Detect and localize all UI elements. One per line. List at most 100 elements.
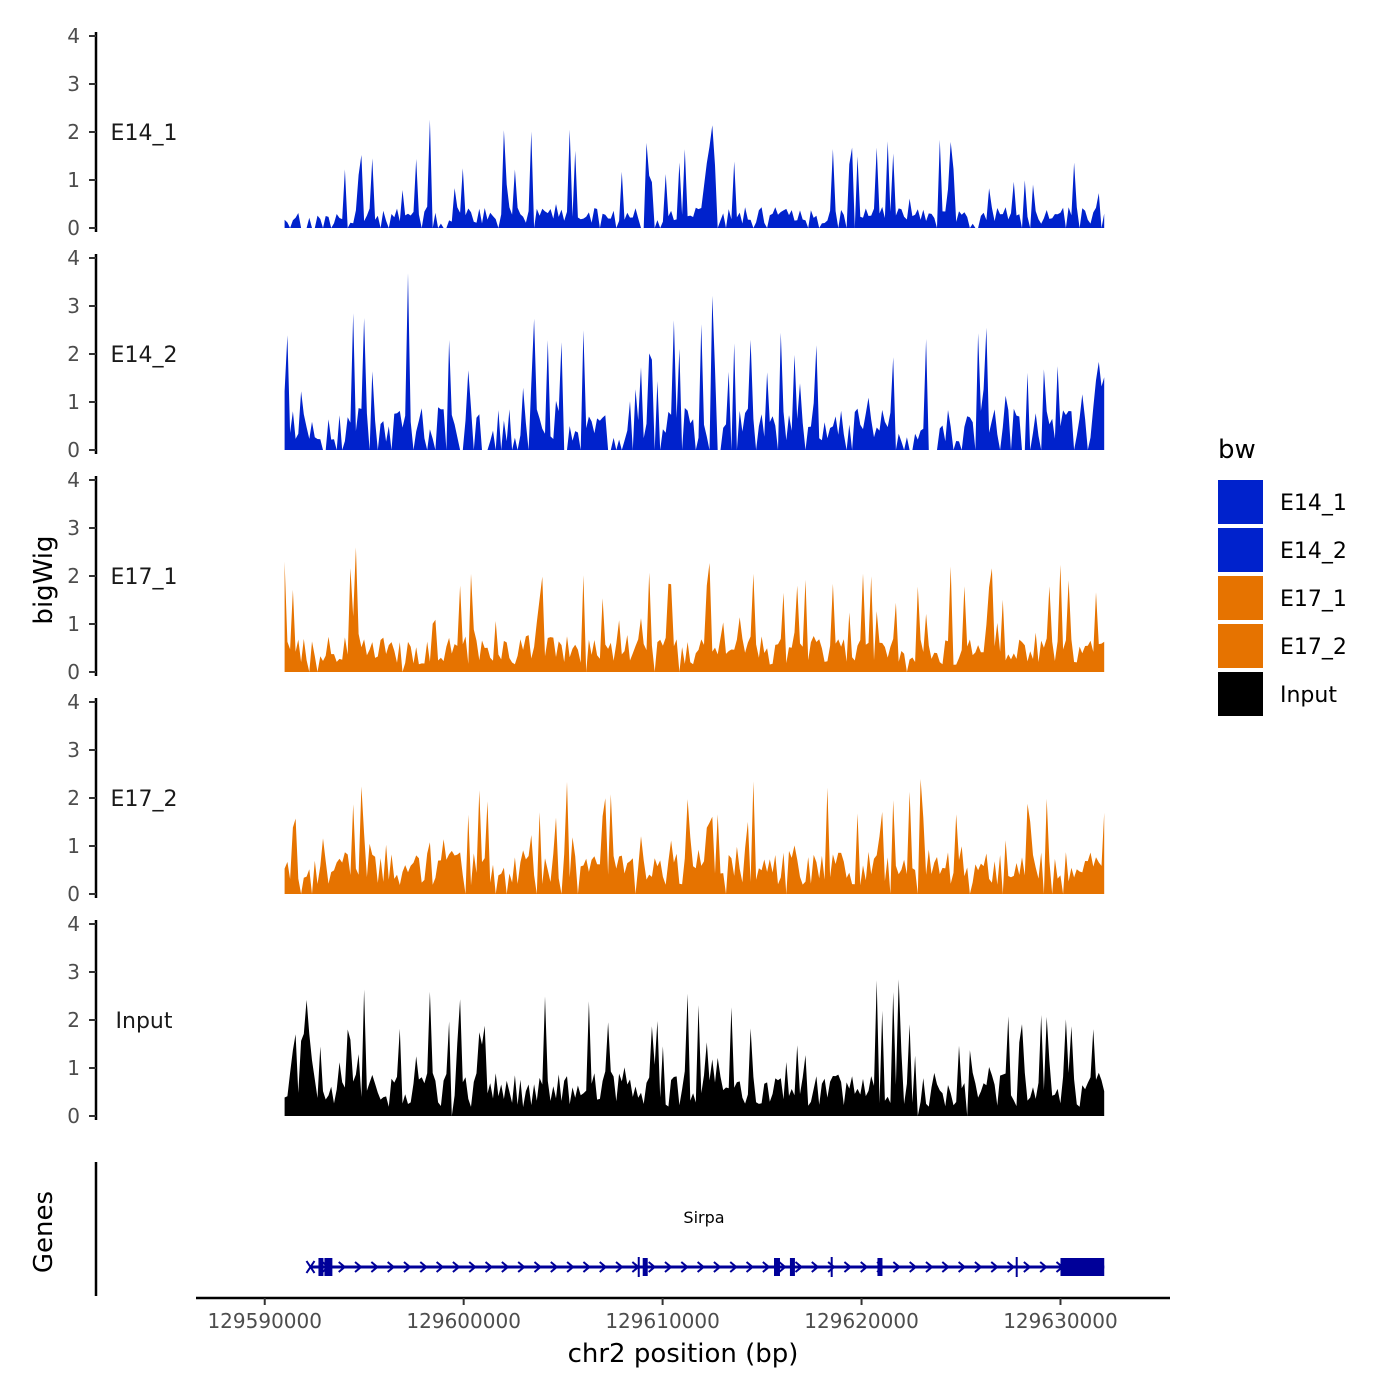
legend-swatch-E17_1 [1218, 576, 1263, 620]
strand-arrow [615, 1261, 624, 1273]
track-E14_2: 0 1 2 3 4 E14_2 [67, 246, 1105, 462]
gene-exon [774, 1258, 780, 1276]
coverage-area-E14_2 [284, 273, 1105, 450]
track-E14_1: 0 1 2 3 4 E14_1 [67, 24, 1105, 240]
strand-arrow [860, 1261, 869, 1273]
strand-arrow [648, 1261, 657, 1273]
y-tick-label: 2 [67, 786, 80, 810]
y-tick-label: 1 [67, 390, 80, 414]
strand-arrow [419, 1261, 428, 1273]
strand-arrow [435, 1261, 445, 1273]
legend-label-E17_2: E17_2 [1280, 635, 1347, 660]
strand-arrow [909, 1261, 918, 1273]
genes-track: Genes Sirpa [29, 1162, 1105, 1296]
strand-arrow [452, 1261, 461, 1273]
strand-arrow [957, 1261, 967, 1273]
track-E17_1: 0 1 2 3 4 E17_1 [67, 468, 1105, 684]
y-tick-label: 1 [67, 1056, 80, 1080]
strand-arrow [778, 1261, 787, 1273]
coverage-area-E17_1 [284, 547, 1105, 672]
strand-arrow [501, 1261, 510, 1273]
strand-arrow [892, 1261, 901, 1273]
track-label-E14_1: E14_1 [111, 121, 178, 146]
y-tick-label: 4 [67, 468, 80, 492]
y-tick-label: 1 [67, 612, 80, 636]
strand-arrow [484, 1261, 494, 1273]
coverage-area-E14_1 [284, 119, 1105, 228]
x-tick-label: 129590000 [207, 1309, 322, 1333]
strand-arrow [533, 1261, 543, 1273]
y-tick-label: 2 [67, 1008, 80, 1032]
y-tick-label: 4 [67, 24, 80, 48]
y-tick-label: 0 [67, 882, 80, 906]
gene-exon [789, 1258, 795, 1276]
x-tick-label: 129600000 [406, 1309, 521, 1333]
strand-arrow [827, 1261, 836, 1273]
y-tick-label: 0 [67, 438, 80, 462]
track-label-Input: Input [116, 1009, 173, 1034]
strand-arrow [550, 1261, 559, 1273]
track-label-E14_2: E14_2 [111, 343, 178, 368]
legend-label-E14_1: E14_1 [1280, 491, 1347, 516]
coverage-area-E17_2 [284, 779, 1105, 894]
track-label-E17_2: E17_2 [111, 787, 178, 812]
gene-exon [1060, 1258, 1105, 1276]
legend: bw E14_1 E14_2 E17_1 E17_2 Input [1218, 435, 1347, 716]
gene-exon [877, 1258, 883, 1276]
strand-arrow [729, 1261, 738, 1273]
y-tick-label: 3 [67, 72, 80, 96]
strand-arrow [974, 1261, 983, 1273]
strand-arrow [1039, 1261, 1048, 1273]
y-tick-label: 3 [67, 516, 80, 540]
gene-start-cross [305, 1260, 316, 1274]
legend-swatch-Input [1218, 672, 1263, 716]
gene-exon [318, 1258, 324, 1276]
y-tick-label: 3 [67, 738, 80, 762]
strand-arrow [990, 1261, 999, 1273]
track-label-E17_1: E17_1 [111, 565, 178, 590]
track-E17_2: 0 1 2 3 4 E17_2 [67, 690, 1105, 906]
track-Input: 0 1 2 3 4 Input [67, 912, 1105, 1128]
y-tick-label: 2 [67, 342, 80, 366]
y-tick-label: 0 [67, 216, 80, 240]
x-axis: 129590000 129600000 129610000 129620000 1296… [196, 1296, 1170, 1333]
genes-track-label: Genes [29, 1191, 59, 1273]
strand-arrow [599, 1261, 608, 1273]
strand-arrow [745, 1261, 755, 1273]
strand-arrow [387, 1261, 396, 1273]
legend-label-E17_1: E17_1 [1280, 587, 1347, 612]
y-tick-label: 3 [67, 294, 80, 318]
strand-arrow [941, 1261, 950, 1273]
strand-arrow [811, 1261, 820, 1273]
y-tick-label: 0 [67, 1104, 80, 1128]
legend-swatch-E14_1 [1218, 480, 1263, 524]
strand-arrow [925, 1261, 934, 1273]
y-tick-label: 0 [67, 660, 80, 684]
y-tick-label: 3 [67, 960, 80, 984]
x-tick-label: 129630000 [1003, 1309, 1118, 1333]
strand-arrow [762, 1261, 771, 1273]
strand-arrow [517, 1261, 526, 1273]
strand-arrow [843, 1261, 852, 1273]
y-tick-label: 2 [67, 120, 80, 144]
legend-title: bw [1218, 435, 1256, 465]
strand-arrow [713, 1261, 722, 1273]
y-tick-label: 4 [67, 246, 80, 270]
x-axis-title: chr2 position (bp) [568, 1339, 799, 1369]
y-tick-label: 2 [67, 564, 80, 588]
strand-arrow [338, 1261, 347, 1273]
legend-label-Input: Input [1280, 683, 1337, 708]
strand-arrow [664, 1261, 673, 1273]
gene-exon [324, 1258, 333, 1276]
strand-arrow [403, 1261, 412, 1273]
gene-exon [642, 1258, 648, 1276]
y-tick-label: 1 [67, 834, 80, 858]
strand-arrow [1023, 1261, 1032, 1273]
strand-arrow [1006, 1261, 1016, 1273]
legend-label-E14_2: E14_2 [1280, 539, 1347, 564]
strand-arrow [794, 1261, 804, 1273]
y-tick-label: 4 [67, 912, 80, 936]
coverage-area-Input [284, 979, 1105, 1116]
strand-arrow [566, 1261, 575, 1273]
